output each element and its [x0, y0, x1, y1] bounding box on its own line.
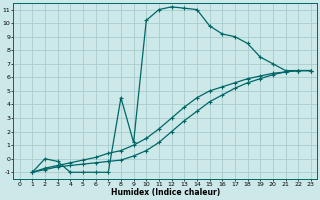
X-axis label: Humidex (Indice chaleur): Humidex (Indice chaleur) — [111, 188, 220, 197]
